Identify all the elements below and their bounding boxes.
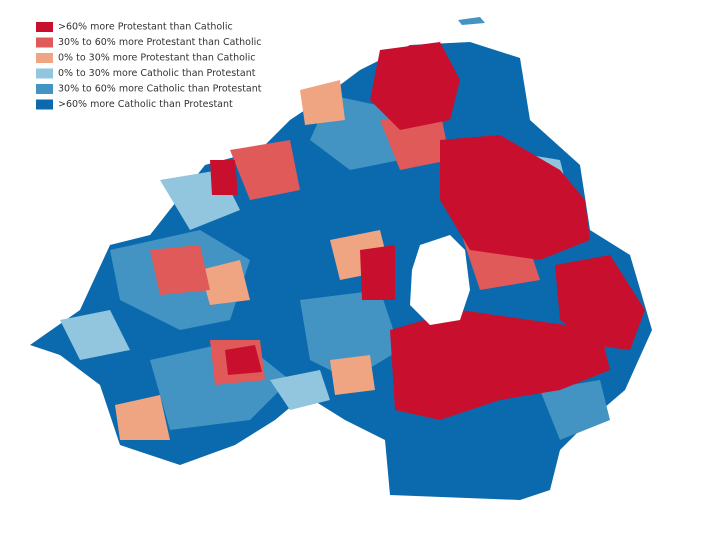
region <box>230 140 300 200</box>
region <box>330 355 375 395</box>
region <box>150 245 210 295</box>
region <box>115 395 170 440</box>
region <box>390 310 610 420</box>
legend-label: >60% more Catholic than Protestant <box>58 99 233 110</box>
legend-swatch <box>36 68 53 79</box>
region <box>440 135 590 260</box>
lough-neagh <box>410 235 470 325</box>
region <box>225 345 262 375</box>
region <box>210 160 238 195</box>
legend-swatch <box>36 53 53 63</box>
legend-swatch <box>36 37 53 48</box>
region <box>200 260 250 305</box>
region <box>370 42 460 130</box>
region <box>300 80 345 125</box>
legend-label: >60% more Protestant than Catholic <box>58 22 233 33</box>
island <box>458 17 485 25</box>
legend-swatch <box>36 99 53 110</box>
legend-label: 0% to 30% more Protestant than Catholic <box>58 53 255 64</box>
legend-swatch <box>36 22 53 32</box>
map-regions <box>30 17 652 500</box>
legend-label: 0% to 30% more Catholic than Protestant <box>58 68 256 79</box>
region <box>555 255 645 350</box>
region <box>270 370 330 410</box>
legend: >60% more Protestant than Catholic 30% to… <box>36 22 262 110</box>
region <box>360 245 395 300</box>
region <box>60 310 130 360</box>
region <box>300 290 400 380</box>
region <box>540 380 610 440</box>
legend-label: 30% to 60% more Protestant than Catholic <box>58 37 261 48</box>
legend-swatch <box>36 84 53 94</box>
legend-label: 30% to 60% more Catholic than Protestant <box>58 84 262 95</box>
